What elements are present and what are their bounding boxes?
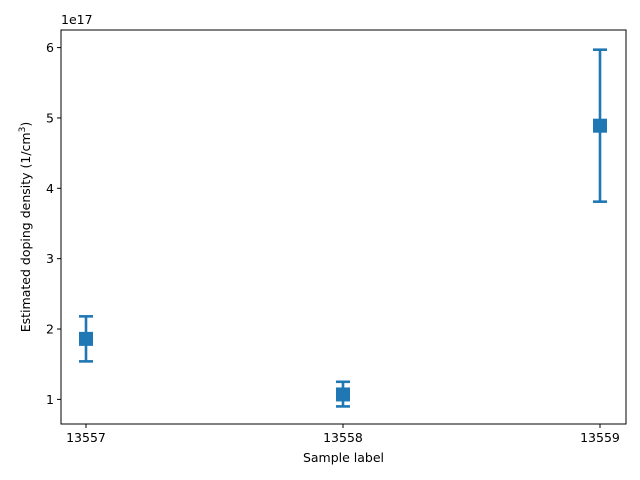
data-point bbox=[593, 118, 607, 133]
x-axis-title: Sample label bbox=[303, 450, 384, 465]
y-tick-label: 4 bbox=[46, 181, 54, 196]
y-axis-title: Estimated doping density (1/cm3) bbox=[18, 122, 33, 332]
x-tick-label: 13557 bbox=[66, 430, 106, 445]
y-offset-label: 1e17 bbox=[61, 12, 93, 27]
y-tick-label: 3 bbox=[46, 251, 54, 266]
y-tick-label: 1 bbox=[46, 392, 54, 407]
y-ticks: 1 2 3 4 5 6 bbox=[46, 40, 61, 407]
axes-layer bbox=[60, 29, 627, 425]
x-tick-label: 13558 bbox=[323, 430, 363, 445]
y-axis-title-main: Estimated doping density (1/cm bbox=[18, 132, 33, 332]
x-tick-label: 13559 bbox=[580, 430, 620, 445]
y-tick-label: 2 bbox=[46, 322, 54, 337]
y-tick-label: 5 bbox=[46, 110, 54, 125]
y-axis-title-close: ) bbox=[18, 122, 33, 127]
data-point bbox=[79, 331, 93, 346]
plot-frame bbox=[60, 29, 627, 425]
x-ticks: 13557 13558 13559 bbox=[66, 424, 620, 445]
data-layer bbox=[79, 48, 607, 408]
y-tick-label: 6 bbox=[46, 40, 54, 55]
y-axis-title-sup: 3 bbox=[18, 127, 28, 133]
data-point bbox=[336, 387, 350, 402]
